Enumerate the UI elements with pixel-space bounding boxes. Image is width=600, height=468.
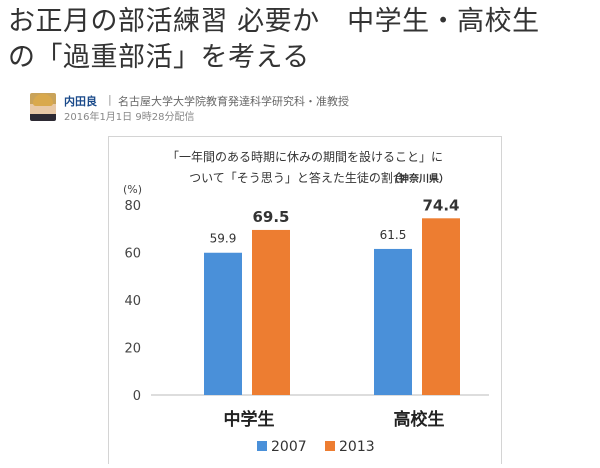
publish-date: 2016年1月1日 9時28分配信 <box>64 112 195 123</box>
x-tick-label: 中学生 <box>224 409 275 430</box>
bar-2007 <box>374 248 412 395</box>
chart-figure: 「一年間のある時期に休みの期間を設けること」について「そう思う」と答えた生徒の割… <box>108 136 502 464</box>
data-label-2013: 74.4 <box>422 196 459 214</box>
y-tick-label: 60 <box>124 247 141 262</box>
author-name-link[interactable]: 内田良 <box>64 95 97 108</box>
bar-2007 <box>204 252 242 395</box>
chart-title-line-1: 「一年間のある時期に休みの期間を設けること」に <box>167 149 443 164</box>
y-tick-label: 40 <box>124 294 141 309</box>
headline-line-1: お正月の部活練習 必要か 中学生・高校生 <box>8 6 540 37</box>
chart-title-line-2: ついて「そう思う」と答えた生徒の割合 <box>189 170 405 185</box>
author-avatar[interactable] <box>30 93 56 121</box>
data-label-2007: 61.5 <box>380 228 407 242</box>
y-tick-label: 80 <box>124 199 141 214</box>
bar-2013 <box>422 218 460 395</box>
article-headline: お正月の部活練習 必要か 中学生・高校生 の「過重部活」を考える <box>8 4 596 76</box>
byline-separator: | <box>108 93 112 106</box>
bar-2013 <box>252 229 290 395</box>
legend-label-2007: 2007 <box>271 439 307 455</box>
chart-title-note: （神奈川県） <box>389 172 449 185</box>
data-label-2007: 59.9 <box>210 232 237 246</box>
author-affiliation: 名古屋大学大学院教育発達科学研究科・准教授 <box>118 95 349 108</box>
y-axis-unit-label: (%) <box>123 183 142 196</box>
bar-chart: 「一年間のある時期に休みの期間を設けること」について「そう思う」と答えた生徒の割… <box>123 149 489 455</box>
headline-line-2: の「過重部活」を考える <box>8 42 310 73</box>
x-tick-label: 高校生 <box>394 409 445 430</box>
y-tick-label: 0 <box>133 389 141 404</box>
y-tick-label: 20 <box>124 342 141 357</box>
data-label-2013: 69.5 <box>252 208 289 226</box>
legend-swatch-2007 <box>257 441 267 451</box>
legend-label-2013: 2013 <box>339 439 375 455</box>
legend-swatch-2013 <box>325 441 335 451</box>
